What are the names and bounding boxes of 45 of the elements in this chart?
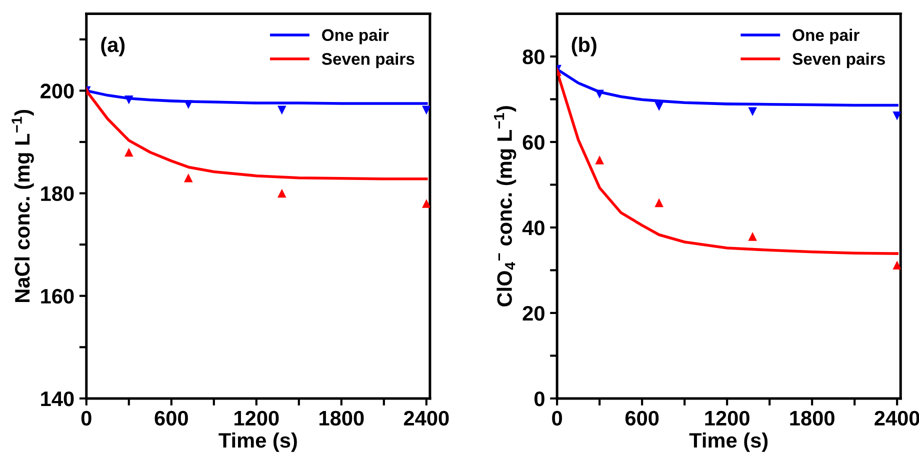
- point: [748, 107, 757, 116]
- text: (b): [572, 36, 596, 56]
- x-tick-label: 2400: [404, 410, 449, 426]
- y-tick-label: 80: [522, 49, 544, 64]
- legend-label: Seven pairs: [792, 52, 885, 68]
- y-tick-label: 160: [41, 288, 74, 304]
- x-tick-label: 1200: [234, 410, 279, 426]
- y-tick-label: 40: [522, 220, 544, 236]
- x-tick-label: 600: [625, 410, 659, 426]
- point: [595, 90, 604, 98]
- y-axis-title: ClO$_{4}$$^{−}$ conc. (mg L$^{−1}$): [494, 106, 516, 306]
- x-tick-label: 2400: [874, 410, 919, 426]
- y-tick-label: 0: [534, 391, 544, 406]
- point: [278, 188, 286, 198]
- y-axis-title: NaCl conc. (mg L$^{−1}$): [12, 110, 34, 302]
- x-tick-label: 0: [552, 410, 562, 426]
- y-tick-label: 140: [41, 391, 74, 406]
- text: (a): [101, 36, 125, 56]
- point: [595, 156, 604, 164]
- x-axis-title: Time (s): [689, 432, 768, 452]
- y-tick-label: 20: [522, 306, 544, 321]
- point: [654, 102, 664, 111]
- point: [184, 100, 193, 109]
- legend-label: One pair: [322, 28, 389, 44]
- point: [892, 112, 901, 120]
- point: [124, 148, 134, 157]
- point: [748, 232, 757, 241]
- point: [278, 106, 286, 115]
- point: [124, 96, 134, 104]
- y-tick-label: 200: [40, 84, 74, 98]
- x-tick-label: 1800: [790, 410, 834, 426]
- x-axis-title: Time (s): [218, 432, 297, 452]
- x-tick-label: 0: [81, 410, 92, 426]
- x-tick-label: 1800: [320, 410, 364, 426]
- legend-label: Seven pairs: [322, 52, 414, 68]
- point: [422, 106, 430, 115]
- point: [184, 173, 193, 182]
- point: [892, 260, 901, 270]
- legend-label: One pair: [792, 28, 860, 44]
- x-tick-label: 1200: [705, 410, 750, 426]
- point: [422, 199, 430, 208]
- point: [654, 198, 664, 208]
- y-tick-label: 60: [522, 134, 544, 150]
- x-tick-label: 600: [154, 410, 188, 426]
- y-tick-label: 180: [41, 186, 74, 202]
